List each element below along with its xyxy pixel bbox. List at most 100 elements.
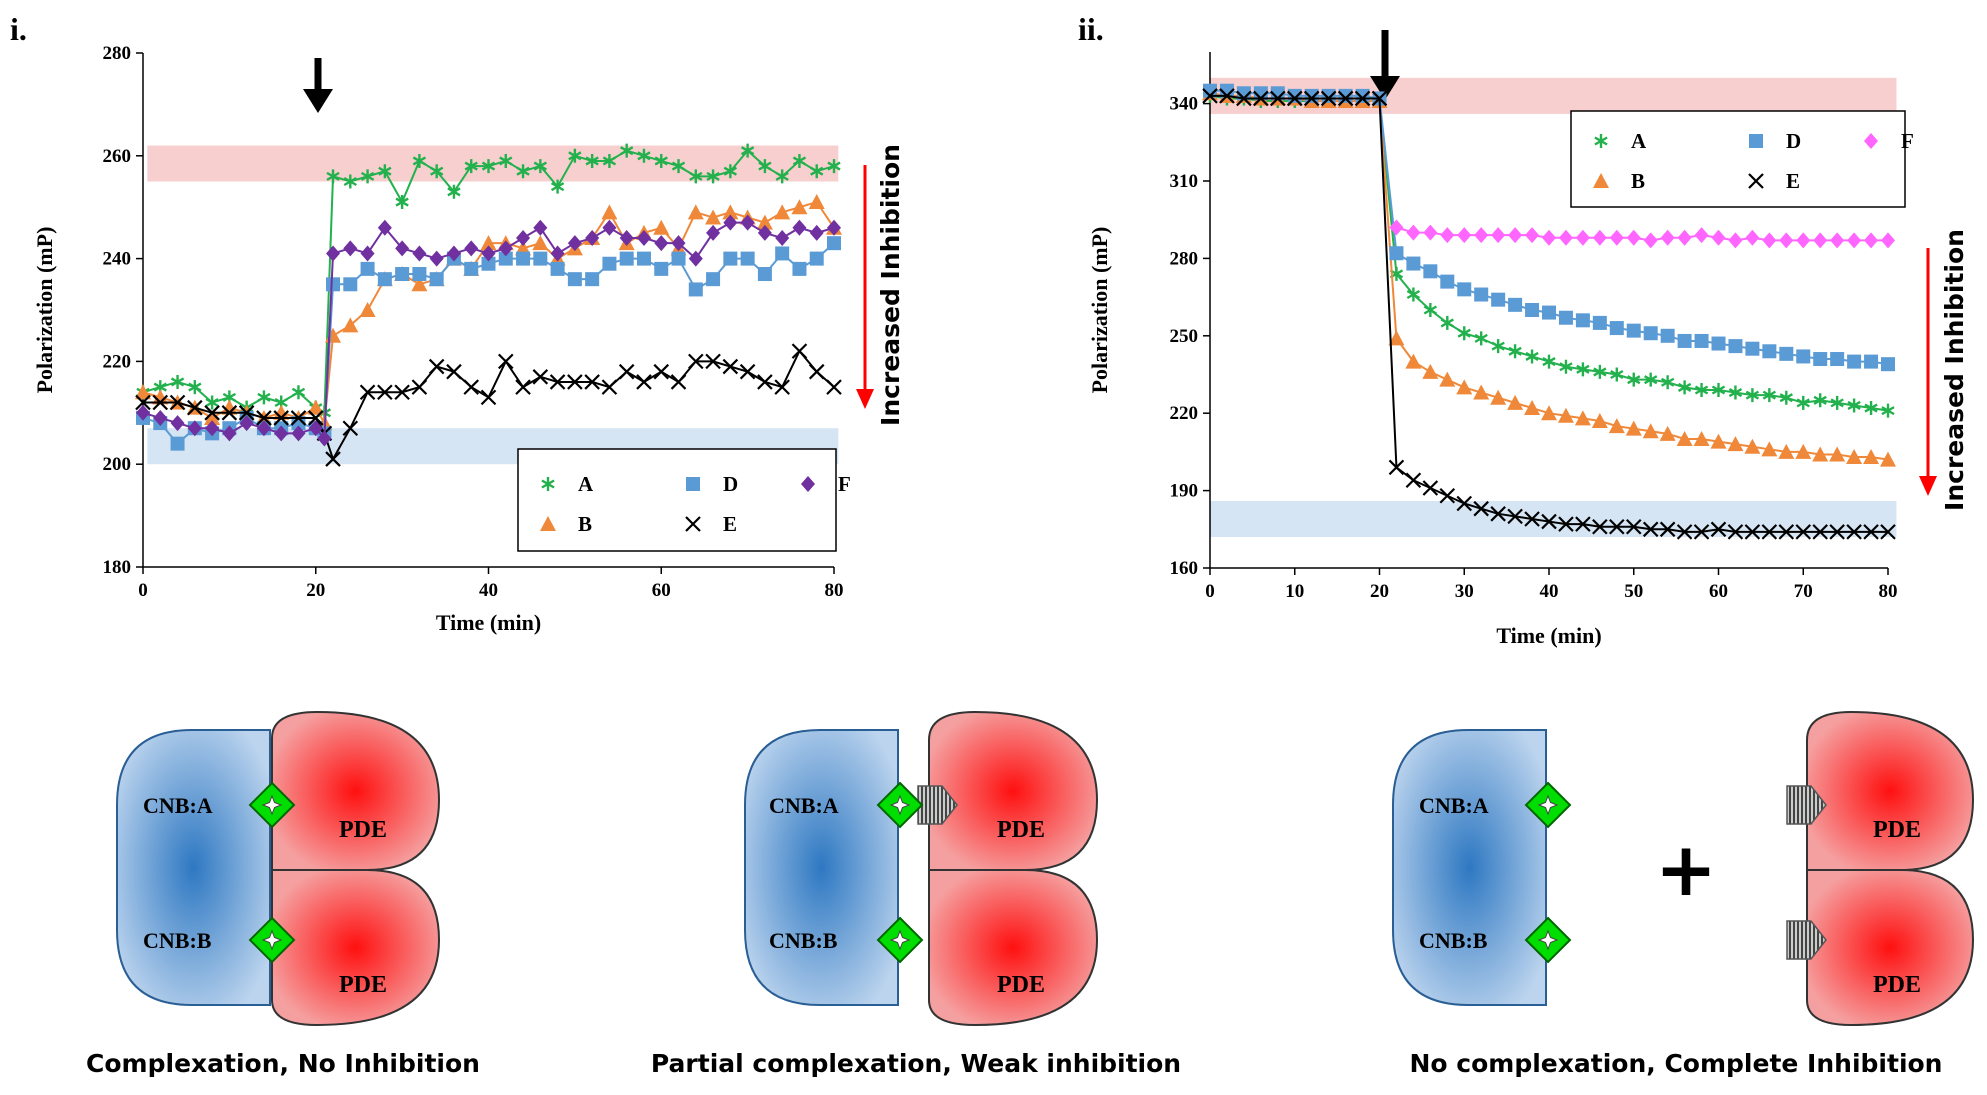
data-point-A <box>602 153 617 168</box>
data-point-D <box>412 267 427 282</box>
data-point-E <box>359 384 376 401</box>
data-point-D <box>723 251 738 266</box>
data-point-F <box>1830 232 1845 249</box>
data-point-A <box>775 169 789 184</box>
legend-label-F: F <box>1901 129 1914 153</box>
data-point-B <box>307 399 324 415</box>
data-point-A <box>481 159 496 174</box>
data-point-E <box>1371 90 1388 107</box>
x-tick-label: 70 <box>1794 581 1813 602</box>
data-point-E <box>1744 524 1761 540</box>
legend-label-D: D <box>1786 129 1801 153</box>
data-point-A <box>464 159 478 174</box>
data-point-E <box>1625 518 1642 535</box>
data-point-E <box>169 394 186 411</box>
data-point-E <box>1812 524 1828 540</box>
data-point-E <box>1592 518 1608 535</box>
data-point-A <box>447 184 461 199</box>
data-point-A <box>1847 398 1861 413</box>
cnb-domain-shape <box>744 729 899 1006</box>
data-point-E <box>1490 506 1506 522</box>
data-point-D <box>1219 83 1234 98</box>
data-point-D <box>1728 339 1743 354</box>
inhibition-arrow-head <box>1919 476 1937 496</box>
data-point-B <box>808 194 825 210</box>
data-point-D <box>533 251 548 266</box>
data-point-F <box>1440 227 1455 244</box>
data-point-F <box>1474 227 1489 244</box>
data-point-E <box>1286 90 1303 107</box>
binding-site-diamond <box>1524 916 1572 964</box>
legend-label-B: B <box>578 512 592 536</box>
data-point-A <box>671 159 686 174</box>
data-point-F <box>671 235 686 252</box>
x-tick-label: 60 <box>1709 581 1728 602</box>
data-point-F <box>308 420 323 437</box>
data-point-A <box>257 390 271 405</box>
increased-inhibition-label: Increased Inhibition <box>1940 229 1969 511</box>
data-point-D <box>1304 88 1319 103</box>
data-point-E <box>1880 524 1896 540</box>
legend-marker-F <box>801 476 815 492</box>
data-point-F <box>1677 229 1692 246</box>
diagram-complexation-no-inhibition: CNB:A CNB:B PDE PDE <box>116 710 441 1027</box>
data-point-E <box>1439 487 1456 504</box>
data-point-D <box>1609 321 1624 336</box>
data-point-D <box>1236 86 1251 101</box>
data-point-B <box>515 240 532 256</box>
data-point-E <box>1219 88 1235 104</box>
data-point-D <box>170 436 185 451</box>
data-point-A <box>1762 388 1777 403</box>
data-point-E <box>446 363 462 380</box>
data-point-D <box>516 251 531 266</box>
data-point-F <box>1626 229 1641 246</box>
series-E <box>1202 88 1896 540</box>
data-point-D <box>498 251 513 266</box>
data-point-B <box>722 204 739 220</box>
data-point-E <box>1558 516 1574 532</box>
y-tick-label: 200 <box>103 454 132 475</box>
legend-box <box>517 448 837 552</box>
data-point-F <box>1796 232 1811 249</box>
legend-marker-B <box>1593 173 1609 188</box>
data-point-D <box>654 261 669 276</box>
data-point-E <box>1320 90 1337 107</box>
data-point-A <box>430 164 444 179</box>
data-point-B <box>1744 438 1761 454</box>
data-point-B <box>1829 446 1846 462</box>
data-point-D <box>1389 246 1404 261</box>
pde-upper-shape <box>928 710 1099 871</box>
data-point-A <box>637 148 651 163</box>
data-point-B <box>1439 371 1456 387</box>
data-point-D <box>1474 287 1489 302</box>
data-point-A <box>205 395 219 410</box>
data-point-D <box>326 277 341 292</box>
data-point-B <box>532 235 549 251</box>
data-point-B <box>1456 379 1473 395</box>
data-point-A <box>1627 372 1641 387</box>
data-point-A <box>1440 315 1454 330</box>
data-point-D <box>671 251 686 266</box>
data-point-E <box>1524 511 1540 527</box>
pde-lower-shape <box>271 869 441 1027</box>
data-point-E <box>618 363 635 380</box>
legend-label-A: A <box>578 472 594 496</box>
data-point-F <box>360 245 375 262</box>
data-point-D <box>1881 357 1895 372</box>
data-point-D <box>1508 297 1523 312</box>
data-point-F <box>446 245 461 262</box>
data-point-F <box>1847 232 1862 249</box>
data-point-F <box>464 240 479 257</box>
data-point-A <box>1830 395 1844 410</box>
data-point-A <box>1593 364 1607 379</box>
data-point-A <box>1491 339 1505 354</box>
data-point-B <box>1507 394 1524 410</box>
data-point-B <box>1388 330 1405 346</box>
binding-site-diamond <box>248 781 296 829</box>
x-tick-label: 80 <box>1879 581 1898 602</box>
data-point-A <box>1813 393 1827 408</box>
data-point-E <box>1693 524 1710 540</box>
data-point-B <box>1524 400 1541 416</box>
data-point-E <box>394 384 410 401</box>
